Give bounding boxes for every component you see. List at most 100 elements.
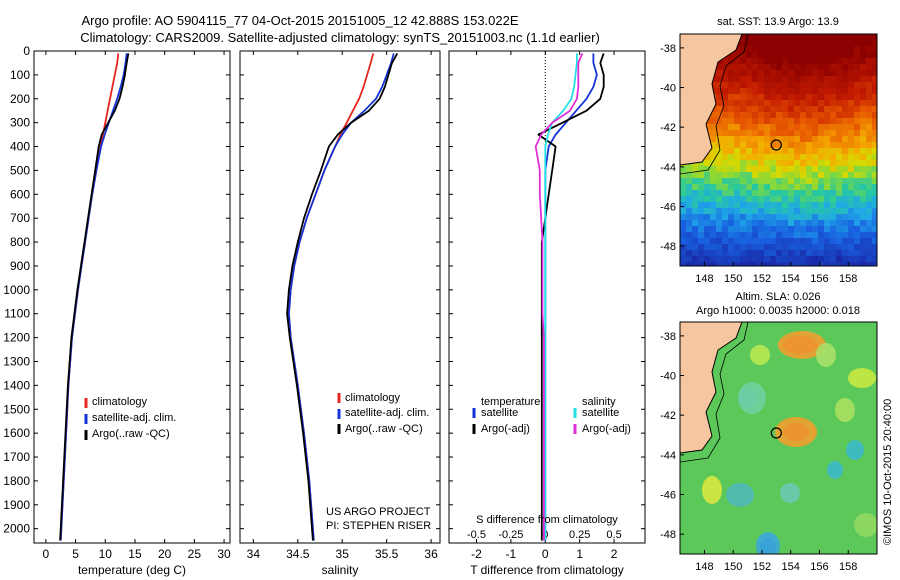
sst-cell	[770, 202, 776, 208]
sst-cell	[746, 46, 752, 52]
sst-cell	[788, 118, 794, 124]
sst-cell	[860, 106, 866, 112]
sst-cell	[848, 40, 854, 46]
lon-tick-label: 148	[695, 561, 713, 573]
sst-cell	[716, 184, 722, 190]
sst-cell	[866, 184, 872, 190]
s-tick-label: -0.5	[467, 529, 486, 541]
sst-cell	[788, 244, 794, 250]
sst-cell	[818, 112, 824, 118]
sst-cell	[776, 256, 782, 262]
x-tick-label: 0	[542, 547, 549, 561]
sst-cell	[746, 58, 752, 64]
argo-float-marker	[770, 427, 782, 439]
sst-cell	[812, 154, 818, 160]
sst-cell	[782, 232, 788, 238]
sst-cell	[800, 64, 806, 70]
sst-cell	[812, 70, 818, 76]
sst-cell	[752, 52, 758, 58]
depth-tick-label: 400	[10, 140, 30, 154]
sst-cell	[758, 184, 764, 190]
sst-cell	[854, 40, 860, 46]
sst-cell	[818, 232, 824, 238]
lon-tick-label: 154	[782, 273, 800, 285]
sst-cell	[764, 76, 770, 82]
sst-cell	[860, 40, 866, 46]
sst-cell	[794, 172, 800, 178]
sst-cell	[806, 220, 812, 226]
sst-cell	[812, 148, 818, 154]
sst-cell	[860, 232, 866, 238]
sst-cell	[782, 34, 788, 40]
sst-cell	[758, 214, 764, 220]
sst-cell	[680, 220, 686, 226]
sst-cell	[740, 202, 746, 208]
sst-cell	[740, 82, 746, 88]
sst-cell	[716, 214, 722, 220]
sst-cell	[800, 88, 806, 94]
sst-cell	[734, 214, 740, 220]
sst-cell	[764, 130, 770, 136]
sst-cell	[734, 238, 740, 244]
sst-cell	[872, 142, 877, 148]
sst-cell	[824, 250, 830, 256]
salinity-legend: climatology satellite-adj. clim. Argo(..…	[337, 392, 429, 435]
sst-cell	[698, 214, 704, 220]
sst-cell	[866, 136, 872, 142]
sst-cell	[812, 166, 818, 172]
sst-cell	[812, 232, 818, 238]
sst-cell	[782, 70, 788, 76]
sst-cell	[818, 70, 824, 76]
sst-cell	[758, 160, 764, 166]
sst-cell	[860, 256, 866, 262]
sst-cell	[740, 244, 746, 250]
sst-cell	[746, 226, 752, 232]
sst-cell	[848, 82, 854, 88]
sla-anomaly	[750, 345, 770, 365]
sst-cell	[686, 226, 692, 232]
sst-cell	[740, 100, 746, 106]
sst-cell	[824, 208, 830, 214]
sst-cell	[770, 130, 776, 136]
sst-cell	[866, 196, 872, 202]
sst-cell	[860, 64, 866, 70]
sst-cell	[806, 76, 812, 82]
lon-tick-label: 156	[810, 561, 828, 573]
sst-cell	[728, 244, 734, 250]
sst-cell	[782, 64, 788, 70]
sst-cell	[818, 106, 824, 112]
sst-cell	[680, 232, 686, 238]
sst-cell	[686, 202, 692, 208]
sst-cell	[866, 178, 872, 184]
lat-tick-label: -40	[660, 83, 676, 95]
sst-cell	[716, 238, 722, 244]
sst-cell	[722, 250, 728, 256]
sst-cell	[824, 148, 830, 154]
sst-cell	[866, 232, 872, 238]
sst-cell	[764, 94, 770, 100]
sst-cell	[764, 148, 770, 154]
sst-cell	[788, 112, 794, 118]
sst-cell	[692, 178, 698, 184]
sst-cell	[824, 214, 830, 220]
sst-cell	[758, 256, 764, 262]
legend-label-argo: Argo(..raw -QC)	[345, 423, 423, 435]
sst-cell	[716, 124, 722, 130]
sst-cell	[722, 226, 728, 232]
sst-cell	[746, 250, 752, 256]
legend-label-s-argo: Argo(-adj)	[582, 423, 631, 435]
imos-timestamp: ©IMOS 10-Oct-2015 20:40:00	[882, 399, 894, 545]
sst-cell	[794, 244, 800, 250]
x-tick-label: 1	[576, 547, 583, 561]
sst-cell	[770, 154, 776, 160]
sst-cell	[848, 184, 854, 190]
sst-cell	[794, 106, 800, 112]
sst-cell	[800, 160, 806, 166]
sst-cell	[872, 34, 877, 40]
sst-cell	[860, 94, 866, 100]
sst-cell	[872, 46, 877, 52]
sst-cell	[842, 250, 848, 256]
sst-cell	[806, 142, 812, 148]
sst-cell	[740, 160, 746, 166]
sst-cell	[710, 244, 716, 250]
